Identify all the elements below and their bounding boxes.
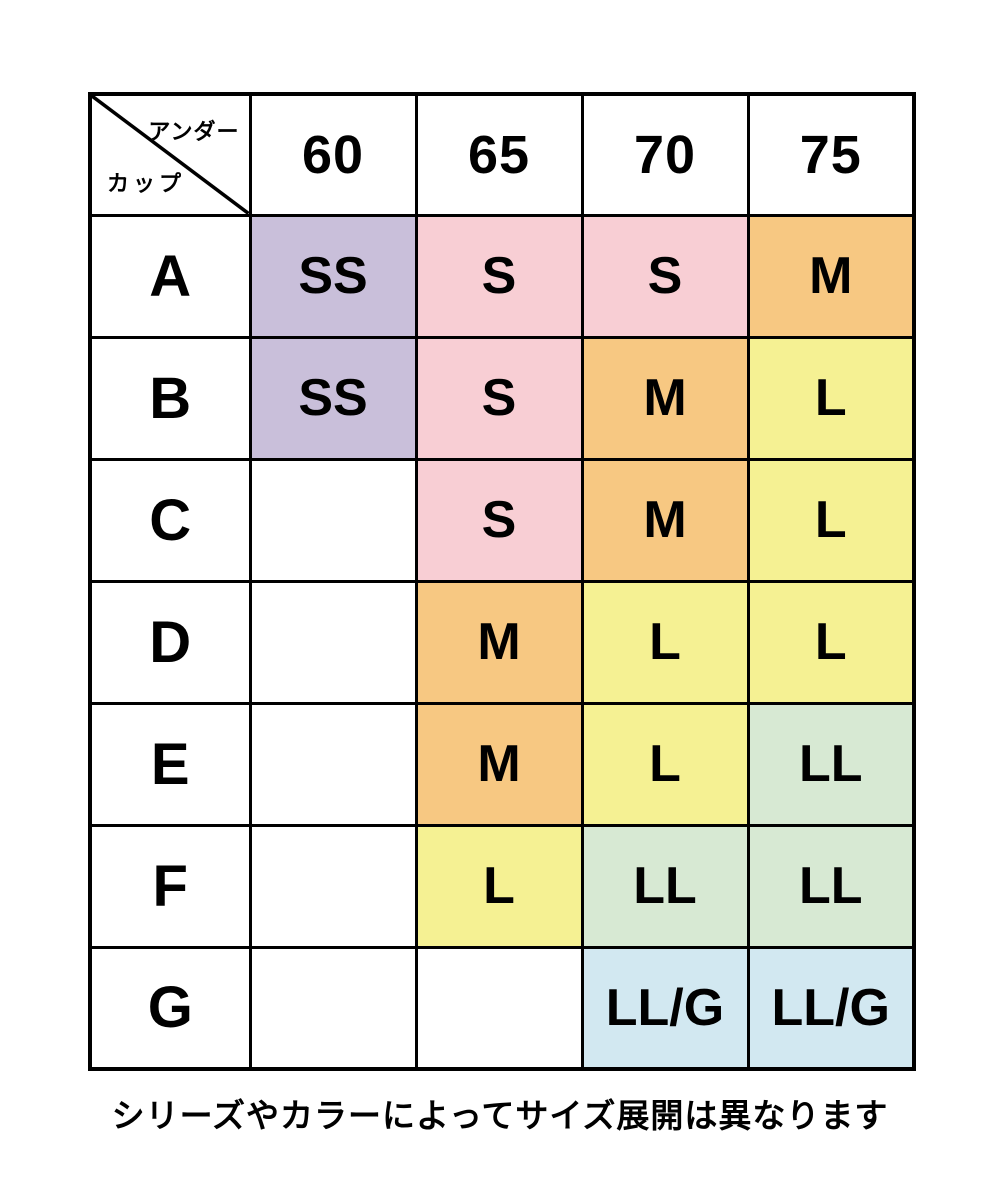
corner-cell: アンダー カップ: [88, 92, 252, 217]
table-row: F L LL LL: [88, 823, 916, 949]
cup-row-header-F: F: [88, 823, 252, 949]
size-cell-F-70: LL: [580, 823, 750, 949]
size-cell-G-70: LL/G: [580, 945, 750, 1071]
column-header-60: 60: [248, 92, 418, 217]
size-cell-G-60: [248, 945, 418, 1071]
table-body: A SS S S M B SS S M L C S M L D M L L E …: [88, 213, 916, 1071]
size-cell-C-65: S: [414, 457, 584, 583]
size-cell-B-70: M: [580, 335, 750, 461]
table-row: D M L L: [88, 579, 916, 705]
cup-row-header-G: G: [88, 945, 252, 1071]
table-row: G LL/G LL/G: [88, 945, 916, 1071]
size-cell-C-75: L: [746, 457, 916, 583]
table-row: C S M L: [88, 457, 916, 583]
size-cell-E-60: [248, 701, 418, 827]
cup-axis-label: カップ: [107, 170, 186, 196]
cup-row-header-B: B: [88, 335, 252, 461]
size-cell-A-75: M: [746, 213, 916, 339]
size-cell-E-70: L: [580, 701, 750, 827]
column-header-65: 65: [414, 92, 584, 217]
footer-note: シリーズやカラーによってサイズ展開は異なります: [111, 1097, 889, 1134]
size-cell-B-60: SS: [248, 335, 418, 461]
size-cell-B-75: L: [746, 335, 916, 461]
size-cell-B-65: S: [414, 335, 584, 461]
column-header-75: 75: [746, 92, 916, 217]
size-cell-E-65: M: [414, 701, 584, 827]
cup-row-header-C: C: [88, 457, 252, 583]
size-cell-F-75: LL: [746, 823, 916, 949]
table-row: B SS S M L: [88, 335, 916, 461]
size-cell-A-70: S: [580, 213, 750, 339]
size-cell-E-75: LL: [746, 701, 916, 827]
table-row: A SS S S M: [88, 213, 916, 339]
header-row: アンダー カップ 60 65 70 75: [88, 92, 916, 217]
size-cell-A-60: SS: [248, 213, 418, 339]
size-cell-F-60: [248, 823, 418, 949]
size-cell-C-60: [248, 457, 418, 583]
size-cell-C-70: M: [580, 457, 750, 583]
size-cell-G-65: [414, 945, 584, 1071]
size-cell-G-75: LL/G: [746, 945, 916, 1071]
size-cell-D-60: [248, 579, 418, 705]
cup-row-header-A: A: [88, 213, 252, 339]
size-cell-D-65: M: [414, 579, 584, 705]
column-header-70: 70: [580, 92, 750, 217]
size-chart-table: アンダー カップ 60 65 70 75 A SS S S M B SS S M…: [88, 92, 916, 1071]
size-cell-F-65: L: [414, 823, 584, 949]
cup-row-header-D: D: [88, 579, 252, 705]
size-cell-D-75: L: [746, 579, 916, 705]
cup-row-header-E: E: [88, 701, 252, 827]
table-row: E M L LL: [88, 701, 916, 827]
under-bust-axis-label: アンダー: [148, 119, 240, 144]
diagonal-divider-line: [93, 97, 247, 212]
size-cell-A-65: S: [414, 213, 584, 339]
size-cell-D-70: L: [580, 579, 750, 705]
